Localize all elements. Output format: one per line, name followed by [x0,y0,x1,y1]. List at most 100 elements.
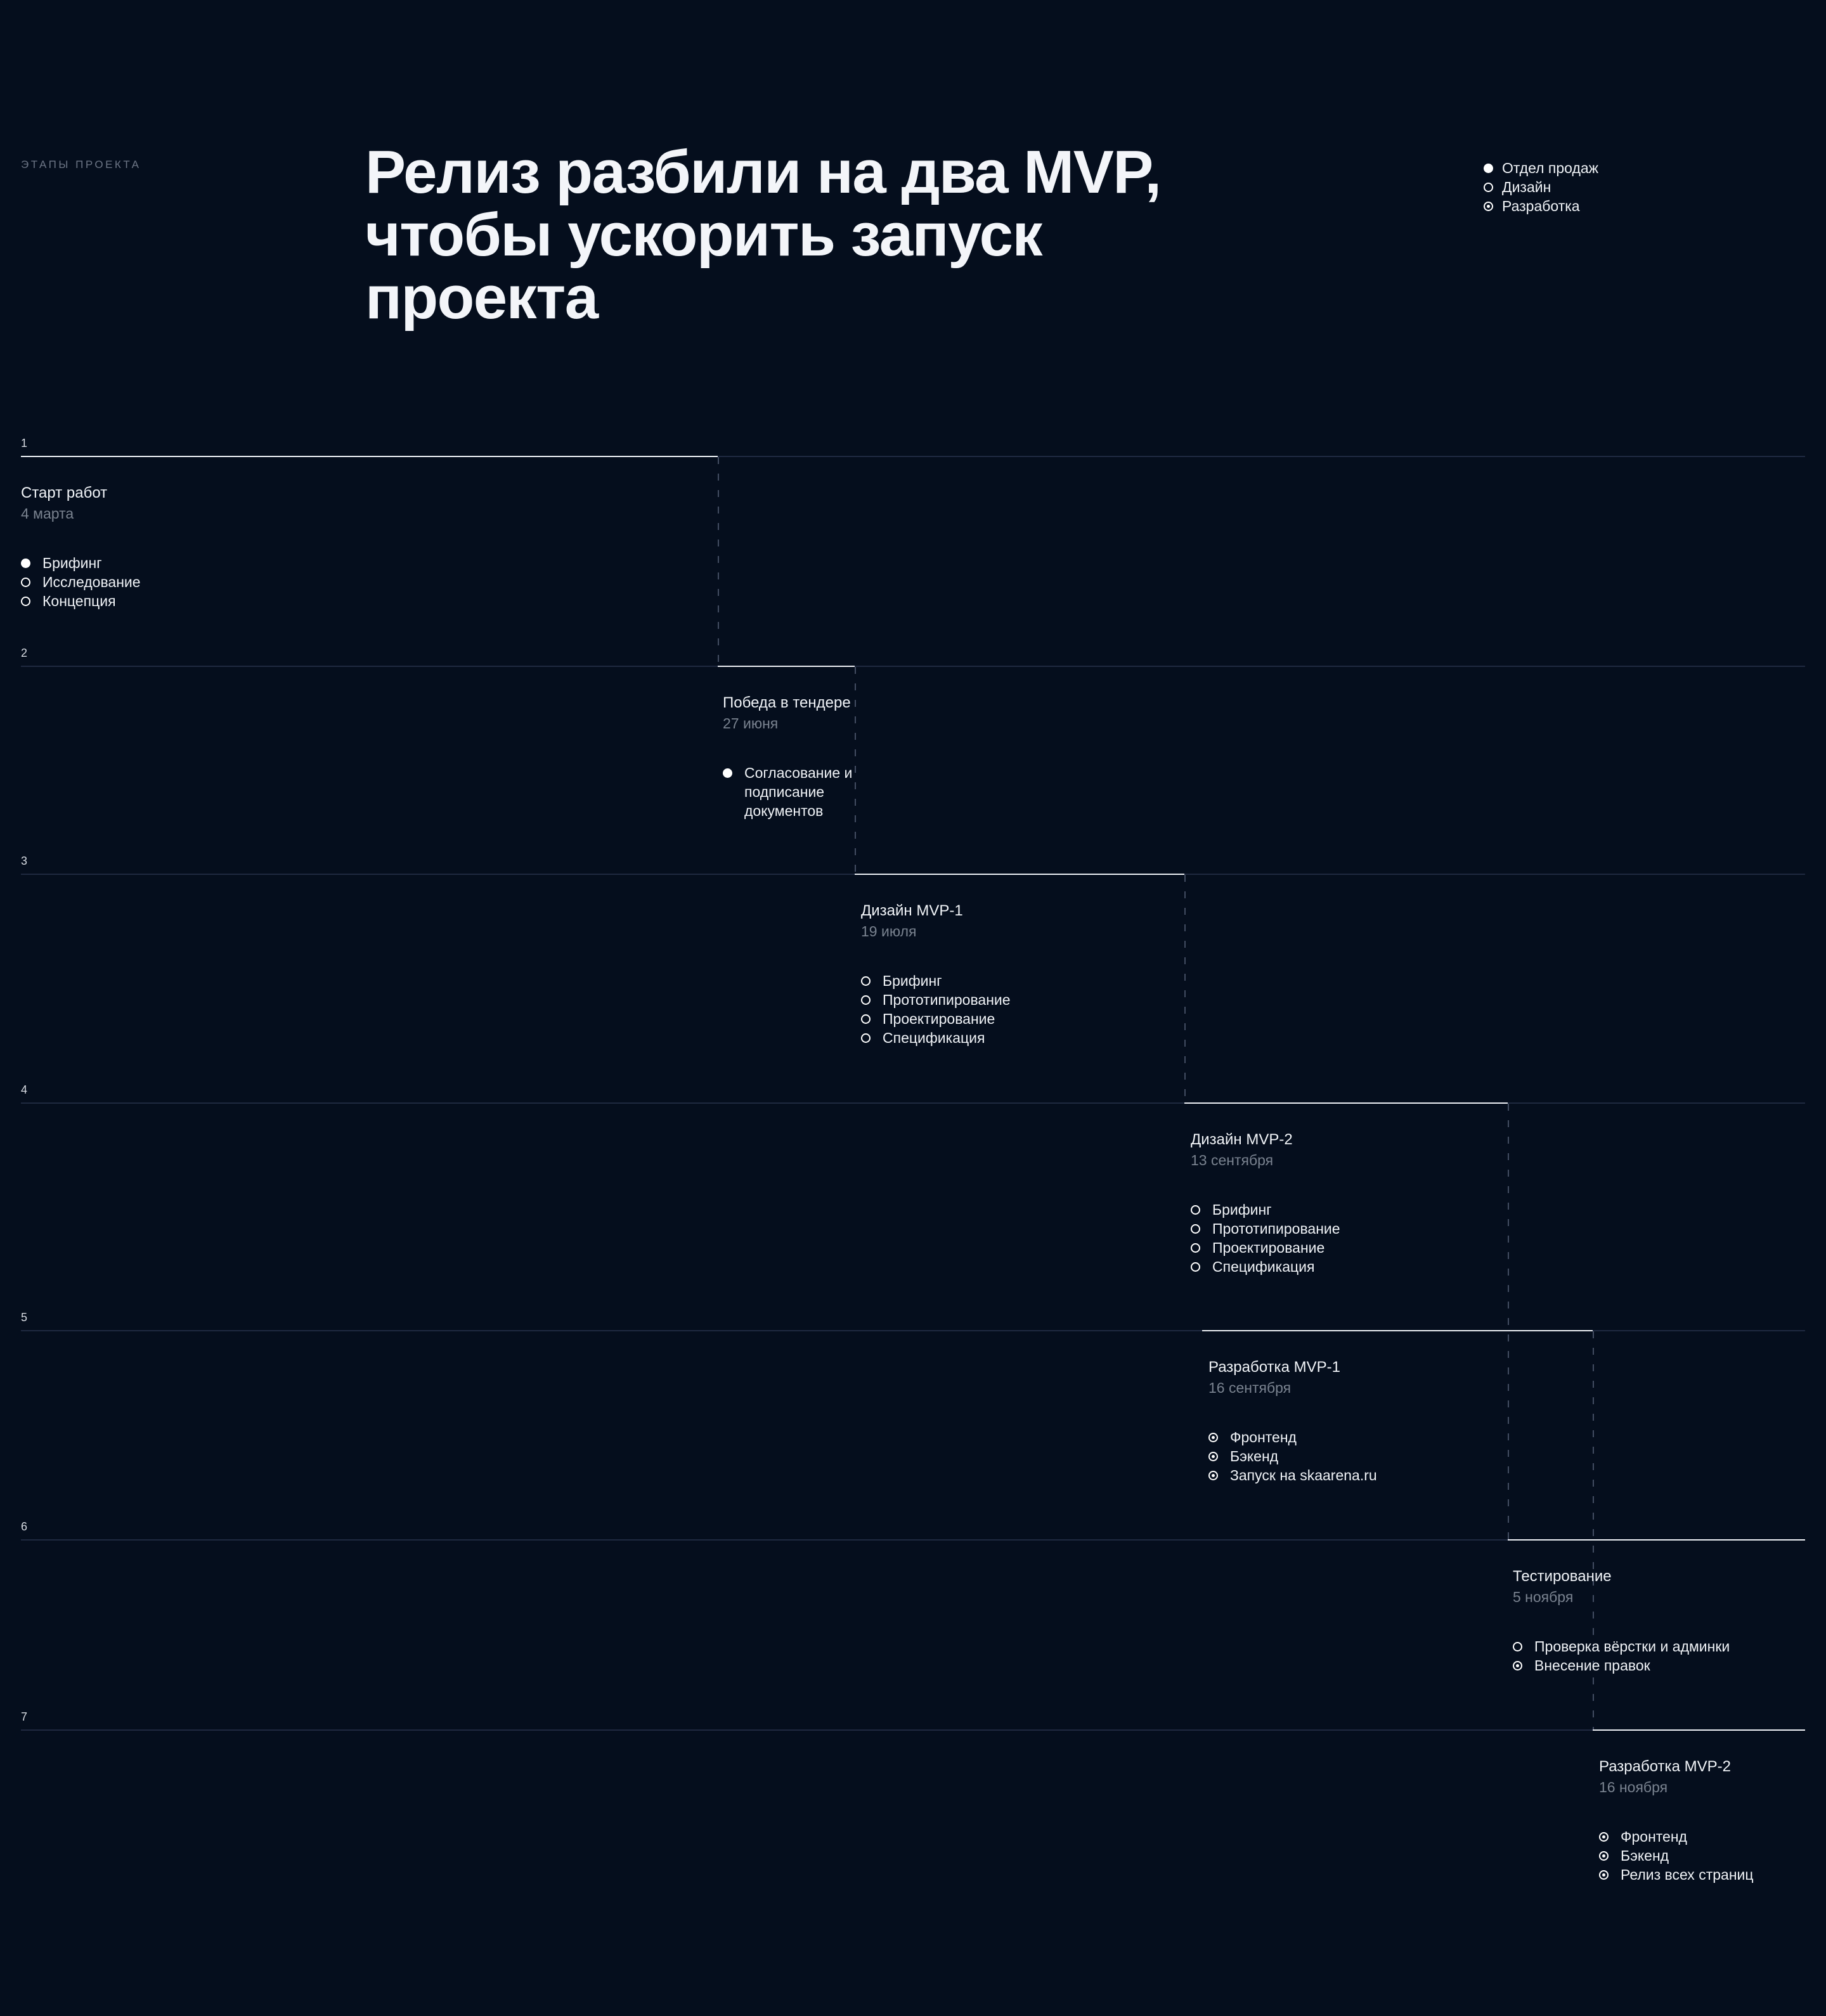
stage-line-active [1508,1539,1805,1541]
hollow-circle-icon [861,1033,871,1043]
stage-item-list: Согласование и подписание документов [723,763,855,820]
stage-item-label: Спецификация [1212,1258,1315,1275]
stage-title: Дизайн MVP-1 [861,902,963,919]
stage-card: Тестирование 5 ноября Проверка вёрстки и а… [1513,1567,1730,1675]
stage-line-active [1202,1330,1593,1331]
stage-date: 4 марта [21,505,74,522]
stage-item: Проектирование [1191,1238,1340,1257]
stage-item: Фронтенд [1208,1428,1377,1447]
title-line-1: Релиз разбили на два MVP, [365,138,1162,206]
hollow-circle-icon [1484,182,1493,192]
stage-item-label: Внесение правок [1534,1657,1650,1674]
title-line-3: проекта [365,264,599,332]
stage-item: Прототипирование [1191,1219,1340,1238]
stage-date: 27 июня [723,715,779,732]
stage-connector-dashed [1184,875,1186,1102]
stage-date: 16 сентября [1208,1380,1292,1396]
stage-item: Бэкенд [1208,1447,1377,1466]
stage-number: 1 [21,437,28,449]
hollow-circle-icon [861,976,871,986]
stage-card: Дизайн MVP-2 13 сентября Брифинг Прототипир… [1191,1130,1340,1276]
stage-connector-dashed [1593,1331,1594,1729]
stage-item-label: Фронтенд [1621,1828,1687,1845]
stage-item-label: Прототипирование [883,992,1011,1008]
stage-card: Победа в тендере 27 июня Согласование и по… [723,694,855,820]
stage-item-label: Бэкенд [1230,1448,1279,1464]
stage-item: Фронтенд [1599,1827,1754,1846]
legend-item-label: Дизайн [1502,178,1551,195]
stage-item-label: Концепция [42,593,116,609]
hollow-circle-icon [1191,1262,1200,1272]
stage-item-label: Брифинг [883,972,942,989]
stage-item-label: Релиз всех страниц [1621,1866,1754,1883]
stage-line-active [855,874,1184,875]
stage-connector-dashed [1508,1104,1509,1539]
stage-title: Разработка MVP-1 [1208,1359,1340,1376]
stage-number: 6 [21,1520,28,1533]
stage-item: Спецификация [1191,1257,1340,1276]
stage-item-label: Фронтенд [1230,1429,1297,1445]
stage-item: Внесение правок [1513,1656,1730,1675]
stage-item-label: Прототипирование [1212,1220,1340,1237]
stage-line-faint [21,1330,1805,1331]
stage-item-label: Бэкенд [1621,1847,1669,1864]
hollow-circle-icon [861,1014,871,1024]
stage-card: Дизайн MVP-1 19 июля Брифинг Прототипирован… [861,901,1011,1047]
stage-card: Разработка MVP-1 16 сентября Фронтенд Бэкен… [1208,1358,1377,1485]
target-dot [1602,1854,1605,1858]
hollow-circle-icon [1513,1641,1522,1651]
filled-circle-icon [723,768,732,778]
stage-item-list: Проверка вёрстки и админки Внесение право… [1513,1637,1730,1675]
stage-line-faint [21,456,1805,457]
stage-item-label: Проектирование [1212,1239,1325,1256]
stage-item: Брифинг [21,553,141,572]
target-dot [1516,1664,1519,1667]
stage-line-faint [21,1729,1805,1731]
stage-line-active [1593,1729,1805,1731]
stage-item-label: Проверка вёрстки и админки [1534,1638,1730,1655]
stage-title: Старт работ [21,484,108,501]
stage-item: Брифинг [1191,1200,1340,1219]
stage-item: Концепция [21,591,141,611]
stage-line-faint [21,666,1805,667]
legend-item-sales: Отдел продаж [1484,158,1598,178]
target-circle-icon [1599,1832,1609,1842]
title-line-2: чтобы ускорить запуск [365,201,1043,269]
stage-item-label: Спецификация [883,1030,985,1046]
page-title: Релиз разбили на два MVP, чтобы ускорить… [365,138,1162,332]
stage-item-list: Фронтенд Бэкенд Релиз всех страниц [1599,1827,1754,1884]
stage-item-label: Проектирование [883,1011,995,1027]
stage-number: 3 [21,855,28,867]
target-circle-icon [1208,1470,1218,1480]
legend-item-design: Дизайн [1484,178,1598,197]
target-circle-icon [1484,201,1493,211]
legend-item-development: Разработка [1484,197,1598,216]
stage-date: 13 сентября [1191,1152,1274,1168]
stage-number: 2 [21,647,28,659]
stage-item: Проектирование [861,1009,1011,1028]
stage-item: Согласование и подписание документов [723,763,855,820]
filled-circle-icon [21,558,30,568]
stage-card: Разработка MVP-2 16 ноября Фронтенд Бэкенд Р… [1599,1757,1754,1884]
target-dot [1602,1873,1605,1877]
stage-item: Проверка вёрстки и админки [1513,1637,1730,1656]
stage-connector-dashed [855,667,856,874]
target-dot [1212,1435,1215,1439]
legend: Отдел продаж Дизайн Разработка [1484,158,1598,216]
filled-circle-icon [1484,163,1493,173]
stage-item-list: Брифинг Прототипирование Проектирование Спе… [1191,1200,1340,1276]
target-circle-icon [1513,1660,1522,1670]
stage-item-label: Запуск на skaarena.ru [1230,1467,1377,1483]
stage-item: Спецификация [861,1028,1011,1047]
stage-date: 5 ноября [1513,1589,1574,1605]
stage-card: Старт работ 4 марта Брифинг Исследование Кон… [21,484,141,611]
stage-item: Бэкенд [1599,1846,1754,1865]
legend-item-label: Разработка [1502,197,1580,214]
target-dot [1212,1473,1215,1477]
legend-item-label: Отдел продаж [1502,159,1599,176]
target-circle-icon [1208,1451,1218,1461]
stage-item: Релиз всех страниц [1599,1865,1754,1884]
stage-item-list: Брифинг Исследование Концепция [21,553,141,611]
